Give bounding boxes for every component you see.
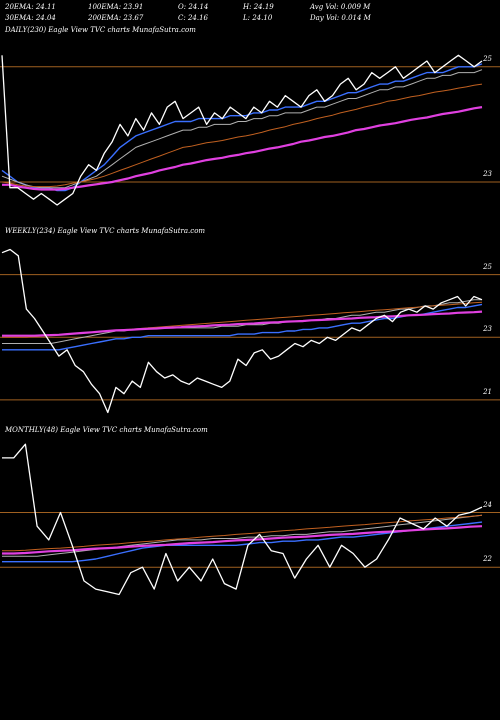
avg-vol-readout: Avg Vol: 0.009 M bbox=[310, 3, 371, 11]
y-tick-label-0-1: 23 bbox=[483, 169, 492, 178]
series-line-0-0 bbox=[1, 54, 483, 206]
series-line-0-4 bbox=[2, 106, 483, 191]
y-tick-label-2-1: 22 bbox=[483, 555, 492, 564]
monthly-panel-title: MONTHLY(48) Eagle View TVC charts Munafa… bbox=[5, 426, 208, 434]
series-line-1-3 bbox=[2, 301, 483, 338]
y-tick-label-1-1: 23 bbox=[483, 325, 492, 334]
day-vol-readout: Day Vol: 0.014 M bbox=[310, 14, 371, 22]
ema30-readout: 30EMA: 24.04 bbox=[5, 14, 56, 22]
series-line-0-1 bbox=[1, 63, 483, 192]
series-line-2-4 bbox=[2, 525, 483, 555]
y-tick-label-0-0: 25 bbox=[483, 54, 492, 63]
series-line-2-2 bbox=[2, 514, 483, 557]
y-tick-label-2-0: 24 bbox=[483, 500, 492, 509]
series-line-1-1 bbox=[2, 303, 483, 351]
series-line-1-0 bbox=[1, 248, 483, 414]
close-readout: C: 24.16 bbox=[178, 14, 208, 22]
weekly-panel-title: WEEKLY(234) Eagle View TVC charts Munafa… bbox=[5, 227, 206, 235]
ema100-readout: 100EMA: 23.91 bbox=[88, 3, 144, 11]
high-readout: H: 24.19 bbox=[243, 3, 274, 11]
series-line-0-3 bbox=[1, 83, 483, 188]
open-readout: O: 24.14 bbox=[178, 3, 209, 11]
ema200-readout: 200EMA: 23.67 bbox=[88, 14, 144, 22]
y-tick-label-1-0: 25 bbox=[483, 262, 492, 271]
low-readout: L: 24.10 bbox=[243, 14, 273, 22]
ema20-readout: 20EMA: 24.11 bbox=[5, 3, 56, 11]
daily-panel-title: DAILY(230) Eagle View TVC charts MunafaS… bbox=[5, 26, 196, 34]
series-line-2-0 bbox=[2, 443, 483, 596]
series-line-2-1 bbox=[2, 521, 483, 563]
series-line-1-2 bbox=[2, 299, 482, 344]
series-line-0-2 bbox=[1, 69, 483, 189]
y-tick-label-1-2: 21 bbox=[483, 387, 492, 396]
series-line-2-3 bbox=[2, 514, 483, 552]
series-line-1-4 bbox=[2, 310, 483, 337]
